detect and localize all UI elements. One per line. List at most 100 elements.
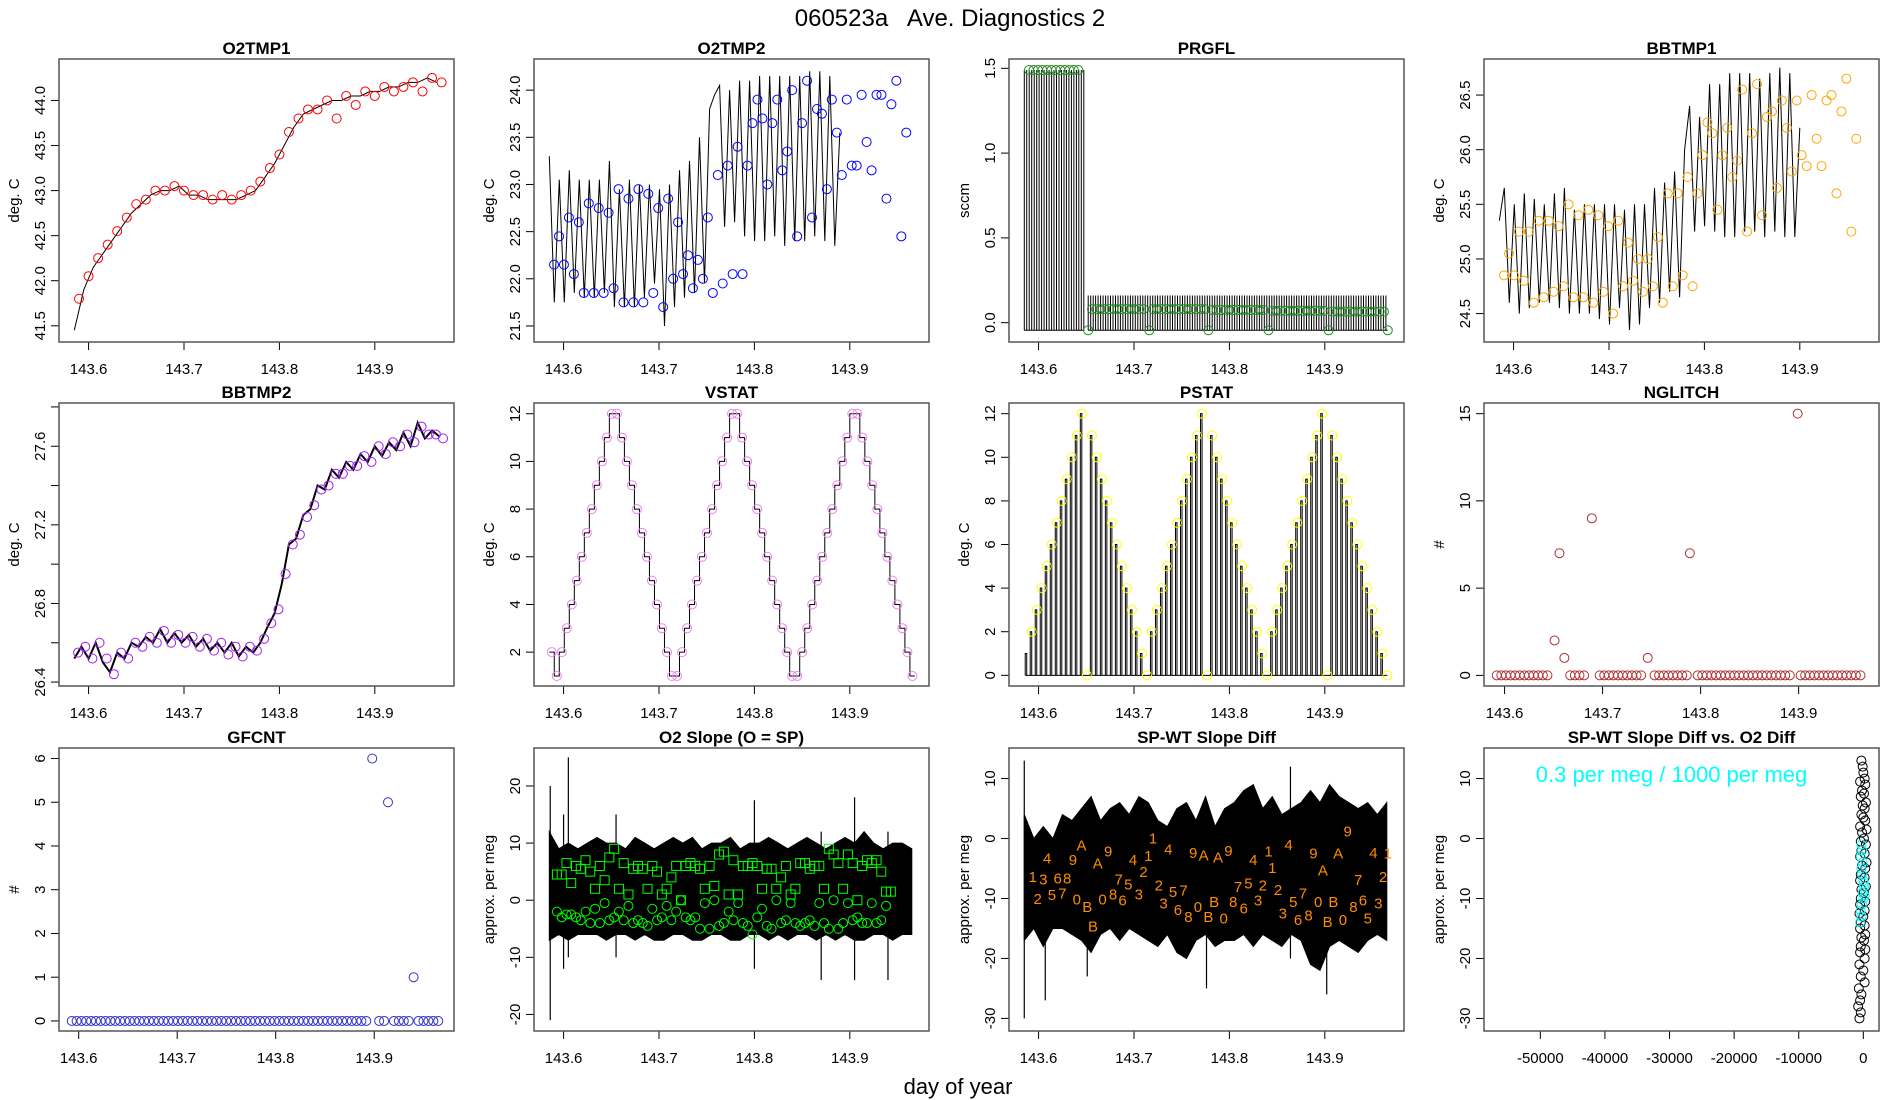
data-point (346, 1015, 357, 1026)
point-label: 2 (1155, 877, 1163, 894)
data-point (1031, 604, 1042, 615)
data-point (712, 170, 723, 181)
point-label: 4 (1249, 852, 1257, 869)
data-point (177, 1015, 188, 1026)
data-point (427, 72, 438, 83)
y-tick-label: 23.5 (507, 123, 524, 152)
data-point (1657, 297, 1668, 308)
data-point (682, 250, 693, 261)
data-point (1091, 452, 1102, 463)
data-square (699, 883, 710, 894)
data-point (230, 1015, 241, 1026)
data-point (836, 170, 847, 181)
data-point (264, 163, 275, 174)
data-point (1352, 539, 1363, 550)
data-point (223, 649, 234, 660)
plot-box (58, 747, 455, 1032)
data-point (201, 1015, 212, 1026)
point-label: 5 (1244, 875, 1252, 892)
y-tick-label: 12 (507, 405, 524, 422)
data-point (187, 1015, 198, 1026)
y-axis-label: # (6, 885, 23, 894)
data-point (1677, 270, 1688, 281)
data-point (1586, 513, 1597, 524)
data-point (1101, 495, 1112, 506)
data-point (423, 1015, 434, 1026)
data-point (294, 529, 305, 540)
data-square (704, 860, 715, 871)
data-point (402, 429, 413, 440)
data-point (1086, 430, 1097, 441)
data-point (776, 918, 787, 929)
data-point (1636, 670, 1647, 681)
data-point (108, 669, 119, 680)
y-tick-label: 0 (1457, 834, 1474, 842)
plot-area (1498, 67, 1862, 331)
data-point (777, 165, 788, 176)
data-point (216, 637, 227, 648)
data-point (1707, 128, 1718, 139)
data-point (811, 103, 822, 114)
data-point (1503, 248, 1514, 259)
point-label: 0 (1220, 910, 1228, 927)
data-point (121, 212, 132, 223)
data-point (93, 253, 104, 264)
y-tick-label: 26.4 (32, 667, 49, 696)
data-point (166, 637, 177, 648)
data-point (722, 160, 733, 171)
data-point (576, 551, 587, 562)
data-point (1378, 306, 1389, 317)
data-point (1593, 210, 1604, 221)
data-square (838, 883, 849, 894)
point-label: 7 (1299, 886, 1307, 903)
data-point (1332, 452, 1343, 463)
point-label: 8 (1063, 871, 1071, 888)
data-point (173, 629, 184, 640)
point-label: 1 (1149, 831, 1157, 848)
data-point (851, 160, 862, 171)
point-label: 5 (1124, 877, 1132, 894)
data-point (1263, 325, 1274, 336)
series-xy (1855, 839, 1870, 928)
x-tick-label: 143.7 (640, 1050, 678, 1067)
data-square (642, 883, 653, 894)
data-point (856, 89, 867, 100)
data-point (643, 188, 654, 199)
x-tick-label: 143.9 (1780, 705, 1818, 722)
data-square (671, 860, 682, 871)
data-point (323, 480, 334, 491)
point-label: 6 (1294, 912, 1302, 929)
series-points (73, 421, 449, 680)
data-point (608, 283, 619, 294)
data-point (197, 1015, 208, 1026)
data-point (623, 193, 634, 204)
data-point (151, 637, 162, 648)
data-point (673, 217, 684, 228)
x-tick-label: 143.9 (355, 1050, 393, 1067)
data-point (802, 623, 813, 634)
data-point (757, 527, 768, 538)
data-point (1855, 1007, 1866, 1018)
data-square (776, 872, 787, 883)
data-point (1549, 635, 1560, 646)
data-point (558, 259, 569, 270)
point-label: 4 (1284, 837, 1292, 854)
data-point (580, 906, 591, 917)
point-label: 2 (1274, 882, 1282, 899)
data-point (1254, 304, 1265, 315)
data-point (123, 653, 134, 664)
data-point (1856, 911, 1867, 922)
data-point (762, 551, 773, 562)
y-tick-label: 2 (32, 929, 49, 937)
x-tick-label: 143.6 (1495, 361, 1533, 378)
data-point (80, 641, 91, 652)
y-tick-label: 25.5 (1457, 190, 1474, 219)
data-point (373, 441, 384, 452)
data-point (1046, 539, 1057, 550)
x-axis: 143.6 143.7 143.8 143.9 (1020, 341, 1344, 378)
data-point (330, 468, 341, 479)
x-tick-label: 143.6 (1020, 361, 1058, 378)
data-point (1631, 670, 1642, 681)
x-axis: 143.6 143.7 143.8 143.9 (545, 685, 869, 722)
point-label: 6 (1118, 892, 1126, 909)
